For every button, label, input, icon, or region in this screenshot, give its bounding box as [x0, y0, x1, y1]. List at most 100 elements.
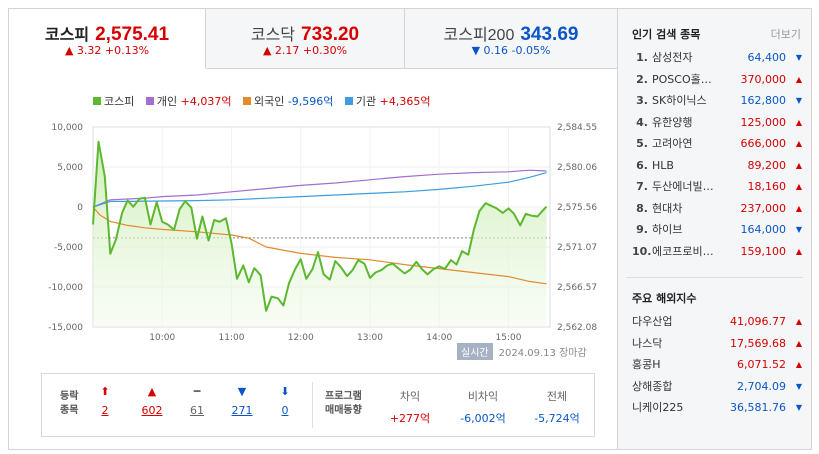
index-name: 다우산업	[632, 315, 673, 328]
left-axis-tick-label: 0	[77, 203, 83, 213]
program-label: 프로그램 매매동향	[325, 391, 362, 416]
flat-icon: ━	[193, 385, 201, 398]
stock-rank: 10.	[632, 244, 652, 258]
popular-stock-item[interactable]: 3. SK하이닉스 162,800 ▼	[632, 90, 804, 112]
left-axis-tick-label: -10,000	[48, 283, 83, 293]
legend-value: +4,365억	[379, 95, 431, 108]
tab-kosdaq[interactable]: 코스닥 733.20 ▲ 2.17 +0.30%	[206, 9, 405, 69]
institution-line	[92, 172, 547, 208]
stock-rank: 8.	[636, 201, 648, 215]
stock-name: 고려아연	[652, 137, 693, 150]
stock-price: 666,000	[740, 137, 787, 150]
stock-price: 164,000	[740, 223, 787, 236]
stock-price: 18,160	[747, 180, 787, 193]
foreign-index-item[interactable]: 다우산업 41,096.77 ▲	[632, 311, 804, 333]
breadth-flat[interactable]: ━ 61	[180, 384, 214, 417]
tab-name: 코스피	[44, 27, 90, 44]
kospi-line	[92, 140, 548, 312]
foreign-index-item[interactable]: 나스닥 17,569.68 ▲	[632, 333, 804, 355]
breadth-rise[interactable]: ▲ 602	[134, 384, 170, 417]
side-panel: 인기 검색 종목 더보기 1. 삼성전자 64,400 ▼ 2. POSCO홀… 370,0…	[617, 9, 811, 449]
tab-value: 343.69	[520, 24, 579, 45]
x-axis-tick-label: 10:00	[149, 333, 175, 341]
index-value: 17,569.68	[730, 336, 786, 350]
foreign-index-item[interactable]: 홍콩H 6,071.52 ▲	[632, 354, 804, 376]
lower-limit-icon: ⬇	[280, 385, 290, 398]
right-axis-tick-label: 2,566.57	[557, 283, 597, 293]
legend-swatch	[145, 97, 154, 105]
index-value: 6,071.52	[737, 358, 786, 371]
right-axis-tick-label: 2,571.07	[557, 243, 597, 253]
tab-kospi200[interactable]: 코스피200 343.69 ▼ 0.16 -0.05%	[405, 9, 617, 69]
chart-legend: 코스피 개인 +4,037억 외국인 -9,596억 기관 +4,365억	[93, 93, 439, 109]
down-arrow-icon: ▼	[795, 96, 802, 105]
down-arrow-icon: ▼	[795, 403, 802, 412]
right-axis-tick-label: 2,584.55	[557, 123, 597, 133]
breadth-lower-limit[interactable]: ⬇ 0	[270, 384, 300, 417]
tab-kospi[interactable]: 코스피 2,575.41 ▲ 3.32 +0.13%	[9, 9, 206, 69]
tab-change: ▲ 3.32 +0.13%	[64, 44, 150, 57]
popular-title: 인기 검색 종목	[632, 28, 701, 41]
foreign-title: 주요 해외지수	[632, 292, 697, 305]
stock-rank: 9.	[636, 223, 648, 236]
stock-rank: 1.	[636, 51, 648, 64]
popular-stock-item[interactable]: 5. 고려아연 666,000 ▲	[632, 133, 804, 155]
up-arrow-icon: ▲	[795, 117, 802, 127]
legend-foreign[interactable]: 외국인 -9,596억	[242, 95, 334, 108]
stock-price: 125,000	[740, 115, 787, 129]
index-name: 니케이225	[632, 401, 684, 414]
stock-price: 89,200	[747, 158, 787, 172]
popular-stock-item[interactable]: 2. POSCO홀… 370,000 ▲	[632, 69, 804, 91]
foreign-index-item[interactable]: 상해종합 2,704.09 ▼	[632, 376, 804, 398]
foreign-index-item[interactable]: 니케이225 36,581.76 ▼	[632, 397, 804, 419]
program-arbitrage: 차익 +277억	[389, 390, 431, 425]
realtime-badge: 실시간	[457, 343, 493, 360]
popular-stock-item[interactable]: 8. 현대차 237,000 ▲	[632, 198, 804, 220]
left-axis-tick-label: 10,000	[52, 123, 84, 133]
breadth-count: 61	[190, 404, 204, 417]
stock-name: 하이브	[652, 223, 683, 236]
breadth-count: 2	[101, 404, 109, 417]
foreign-line	[92, 206, 547, 285]
legend-institution[interactable]: 기관 +4,365억	[344, 95, 431, 108]
popular-stock-item[interactable]: 4. 유한양행 125,000 ▲	[632, 112, 804, 134]
program-non-arbitrage: 비차익 -6,002억	[460, 390, 506, 425]
rise-icon: ▲	[147, 385, 157, 398]
stock-price: 237,000	[740, 201, 787, 215]
kospi-area	[93, 141, 547, 327]
up-arrow-icon: ▲	[795, 139, 802, 148]
legend-kospi[interactable]: 코스피	[93, 95, 134, 108]
x-axis-tick-label: 11:00	[219, 333, 245, 341]
legend-individual[interactable]: 개인 +4,037억	[145, 95, 232, 108]
stock-price: 159,100	[740, 244, 787, 258]
more-link[interactable]: 더보기	[770, 28, 801, 41]
stock-rank: 6.	[636, 158, 648, 172]
stock-name: 에코프로비…	[652, 244, 714, 258]
legend-label: 외국인	[253, 95, 285, 108]
breadth-fall[interactable]: ▼ 271	[224, 384, 260, 417]
popular-stock-item[interactable]: 9. 하이브 164,000 ▼	[632, 219, 804, 241]
popular-stock-item[interactable]: 1. 삼성전자 64,400 ▼	[632, 47, 804, 69]
stock-rank: 4.	[636, 115, 648, 129]
trade-date: 2024.09.13	[498, 348, 556, 359]
stock-name: SK하이닉스	[652, 94, 707, 107]
stock-name: POSCO홀…	[652, 72, 712, 86]
popular-stock-item[interactable]: 10. 에코프로비… 159,100 ▲	[632, 241, 804, 263]
tab-value: 733.20	[301, 24, 360, 45]
up-arrow-icon: ▲	[795, 317, 802, 326]
popular-stock-item[interactable]: 7. 두산에너빌… 18,160 ▲	[632, 176, 804, 198]
breadth-label: 등락 종목	[60, 391, 79, 416]
legend-value: +4,037억	[180, 95, 232, 108]
legend-value: -9,596억	[287, 95, 334, 108]
breadth-count: 271	[231, 404, 253, 417]
tab-change: ▼ 0.16 -0.05%	[471, 44, 551, 57]
legend-label: 개인	[156, 95, 178, 108]
breadth-count: 0	[281, 404, 289, 417]
x-axis-tick-label: 15:00	[495, 333, 521, 341]
popular-stock-item[interactable]: 6. HLB 89,200 ▲	[632, 155, 804, 177]
index-name: 나스닥	[632, 336, 663, 350]
stock-name: HLB	[652, 158, 674, 172]
left-axis-tick-label: -5,000	[54, 243, 83, 253]
breadth-upper-limit[interactable]: ⬆ 2	[90, 384, 120, 417]
stock-rank: 5.	[636, 137, 648, 150]
